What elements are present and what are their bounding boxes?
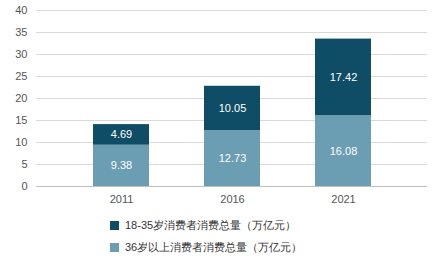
svg-text:10: 10 (15, 136, 27, 148)
svg-text:15: 15 (15, 114, 27, 126)
html-text:18-35岁消费者消费总量（万亿元）: 18-35岁消费者消费总量（万亿元） (125, 218, 297, 231)
html-text:36岁以上消费者消费总量（万亿元）: 36岁以上消费者消费总量（万亿元） (125, 240, 303, 253)
svg-text:9.38: 9.38 (111, 159, 132, 171)
svg-text:40: 40 (15, 4, 27, 16)
svg-text:12.73: 12.73 (219, 152, 247, 164)
svg-text:10.05: 10.05 (219, 102, 247, 114)
svg-text:35: 35 (15, 26, 27, 38)
svg-text:17.42: 17.42 (330, 71, 358, 83)
svg-text:30: 30 (15, 48, 27, 60)
svg-text:2021: 2021 (331, 193, 355, 205)
svg-text:0: 0 (21, 180, 27, 192)
svg-text:20: 20 (15, 92, 27, 104)
svg-text:2016: 2016 (220, 193, 244, 205)
svg-text:2011: 2011 (110, 193, 134, 205)
svg-text:5: 5 (21, 158, 27, 170)
svg-text:25: 25 (15, 70, 27, 82)
svg-text:16.08: 16.08 (330, 145, 358, 157)
svg-text:4.69: 4.69 (111, 128, 132, 140)
